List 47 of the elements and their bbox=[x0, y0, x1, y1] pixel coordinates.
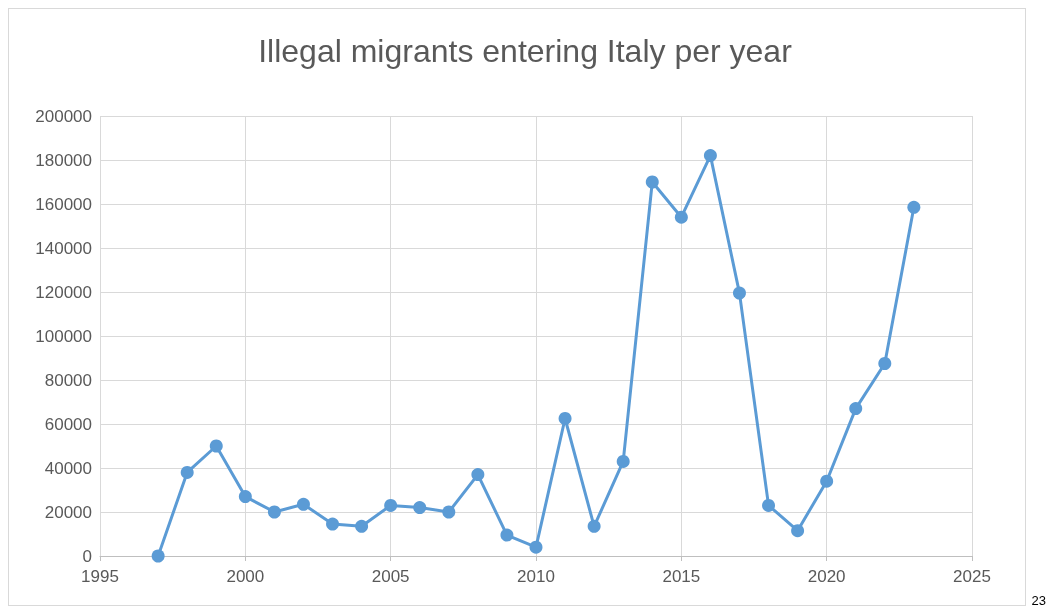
point bbox=[209, 439, 223, 453]
point bbox=[558, 412, 572, 425]
text: 23 bbox=[1031, 593, 1046, 608]
point bbox=[732, 286, 746, 300]
point bbox=[326, 517, 340, 531]
point bbox=[413, 501, 427, 515]
x-tick-label: 2000 bbox=[226, 567, 265, 586]
x-tick-label: 2025 bbox=[953, 567, 991, 586]
x-tick-label: 2005 bbox=[371, 567, 410, 586]
point bbox=[849, 402, 863, 416]
y-tick-label: 180000 bbox=[35, 150, 92, 170]
x-tick-label: 2015 bbox=[662, 567, 701, 586]
y-tick-label: 200000 bbox=[35, 106, 92, 126]
x-tick-label: 2010 bbox=[517, 567, 555, 586]
point bbox=[820, 474, 834, 488]
point bbox=[907, 200, 921, 214]
point bbox=[674, 210, 688, 224]
point bbox=[296, 497, 310, 511]
point bbox=[616, 454, 630, 468]
point bbox=[151, 549, 165, 563]
point bbox=[791, 524, 805, 538]
point bbox=[471, 468, 485, 482]
y-tick-label: 60000 bbox=[44, 414, 92, 434]
y-tick-label: 80000 bbox=[44, 370, 92, 390]
point bbox=[587, 519, 601, 533]
x-tick-label: 2020 bbox=[807, 567, 846, 586]
point bbox=[355, 519, 369, 533]
point bbox=[238, 490, 252, 504]
point bbox=[529, 540, 543, 554]
point bbox=[180, 465, 194, 479]
point bbox=[645, 175, 659, 189]
x-tick-label: 1995 bbox=[81, 567, 119, 586]
y-tick-label: 160000 bbox=[35, 194, 92, 214]
y-tick-label: 0 bbox=[82, 546, 92, 566]
y-tick-label: 40000 bbox=[44, 458, 92, 478]
point bbox=[267, 505, 281, 519]
point bbox=[762, 498, 776, 512]
point bbox=[500, 528, 514, 542]
point bbox=[384, 498, 398, 512]
chart-title: Illegal migrants entering Italy per year bbox=[258, 33, 793, 69]
y-tick-label: 120000 bbox=[35, 282, 92, 302]
point bbox=[442, 505, 456, 519]
point bbox=[703, 149, 717, 163]
y-tick-label: 100000 bbox=[35, 326, 92, 346]
point bbox=[878, 357, 892, 370]
y-tick-label: 140000 bbox=[35, 238, 92, 258]
y-tick-label: 20000 bbox=[44, 502, 92, 522]
